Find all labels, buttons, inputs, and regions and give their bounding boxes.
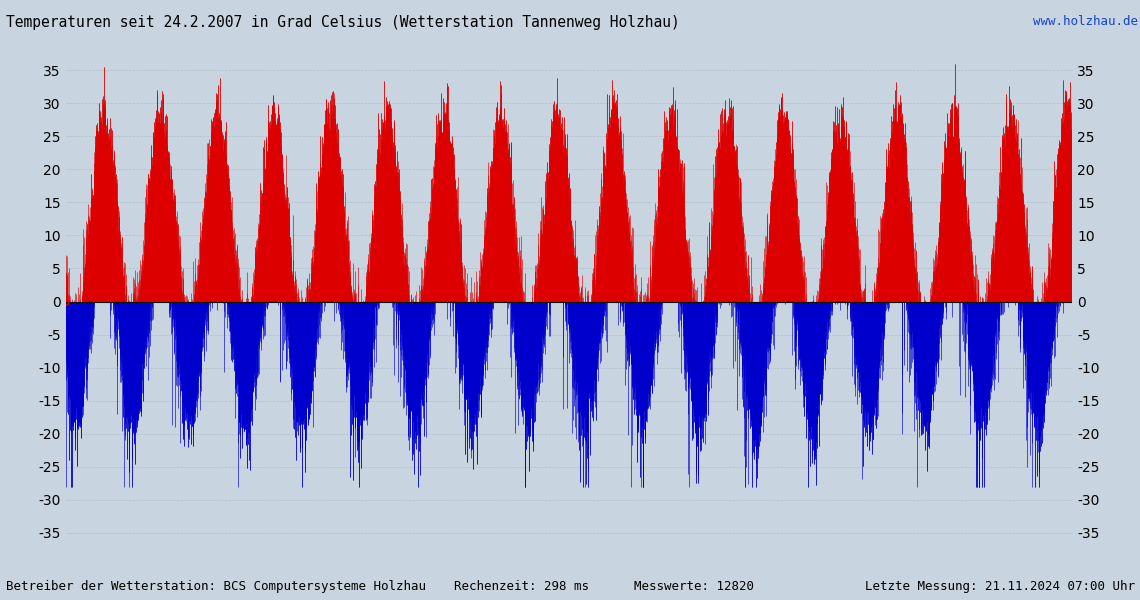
Text: www.holzhau.de: www.holzhau.de	[1033, 15, 1138, 28]
Text: Betreiber der Wetterstation: BCS Computersysteme Holzhau: Betreiber der Wetterstation: BCS Compute…	[6, 580, 425, 593]
Text: Temperaturen seit 24.2.2007 in Grad Celsius (Wetterstation Tannenweg Holzhau): Temperaturen seit 24.2.2007 in Grad Cels…	[6, 15, 679, 30]
Text: Rechenzeit: 298 ms      Messwerte: 12820: Rechenzeit: 298 ms Messwerte: 12820	[454, 580, 755, 593]
Text: Letzte Messung: 21.11.2024 07:00 Uhr: Letzte Messung: 21.11.2024 07:00 Uhr	[865, 580, 1135, 593]
